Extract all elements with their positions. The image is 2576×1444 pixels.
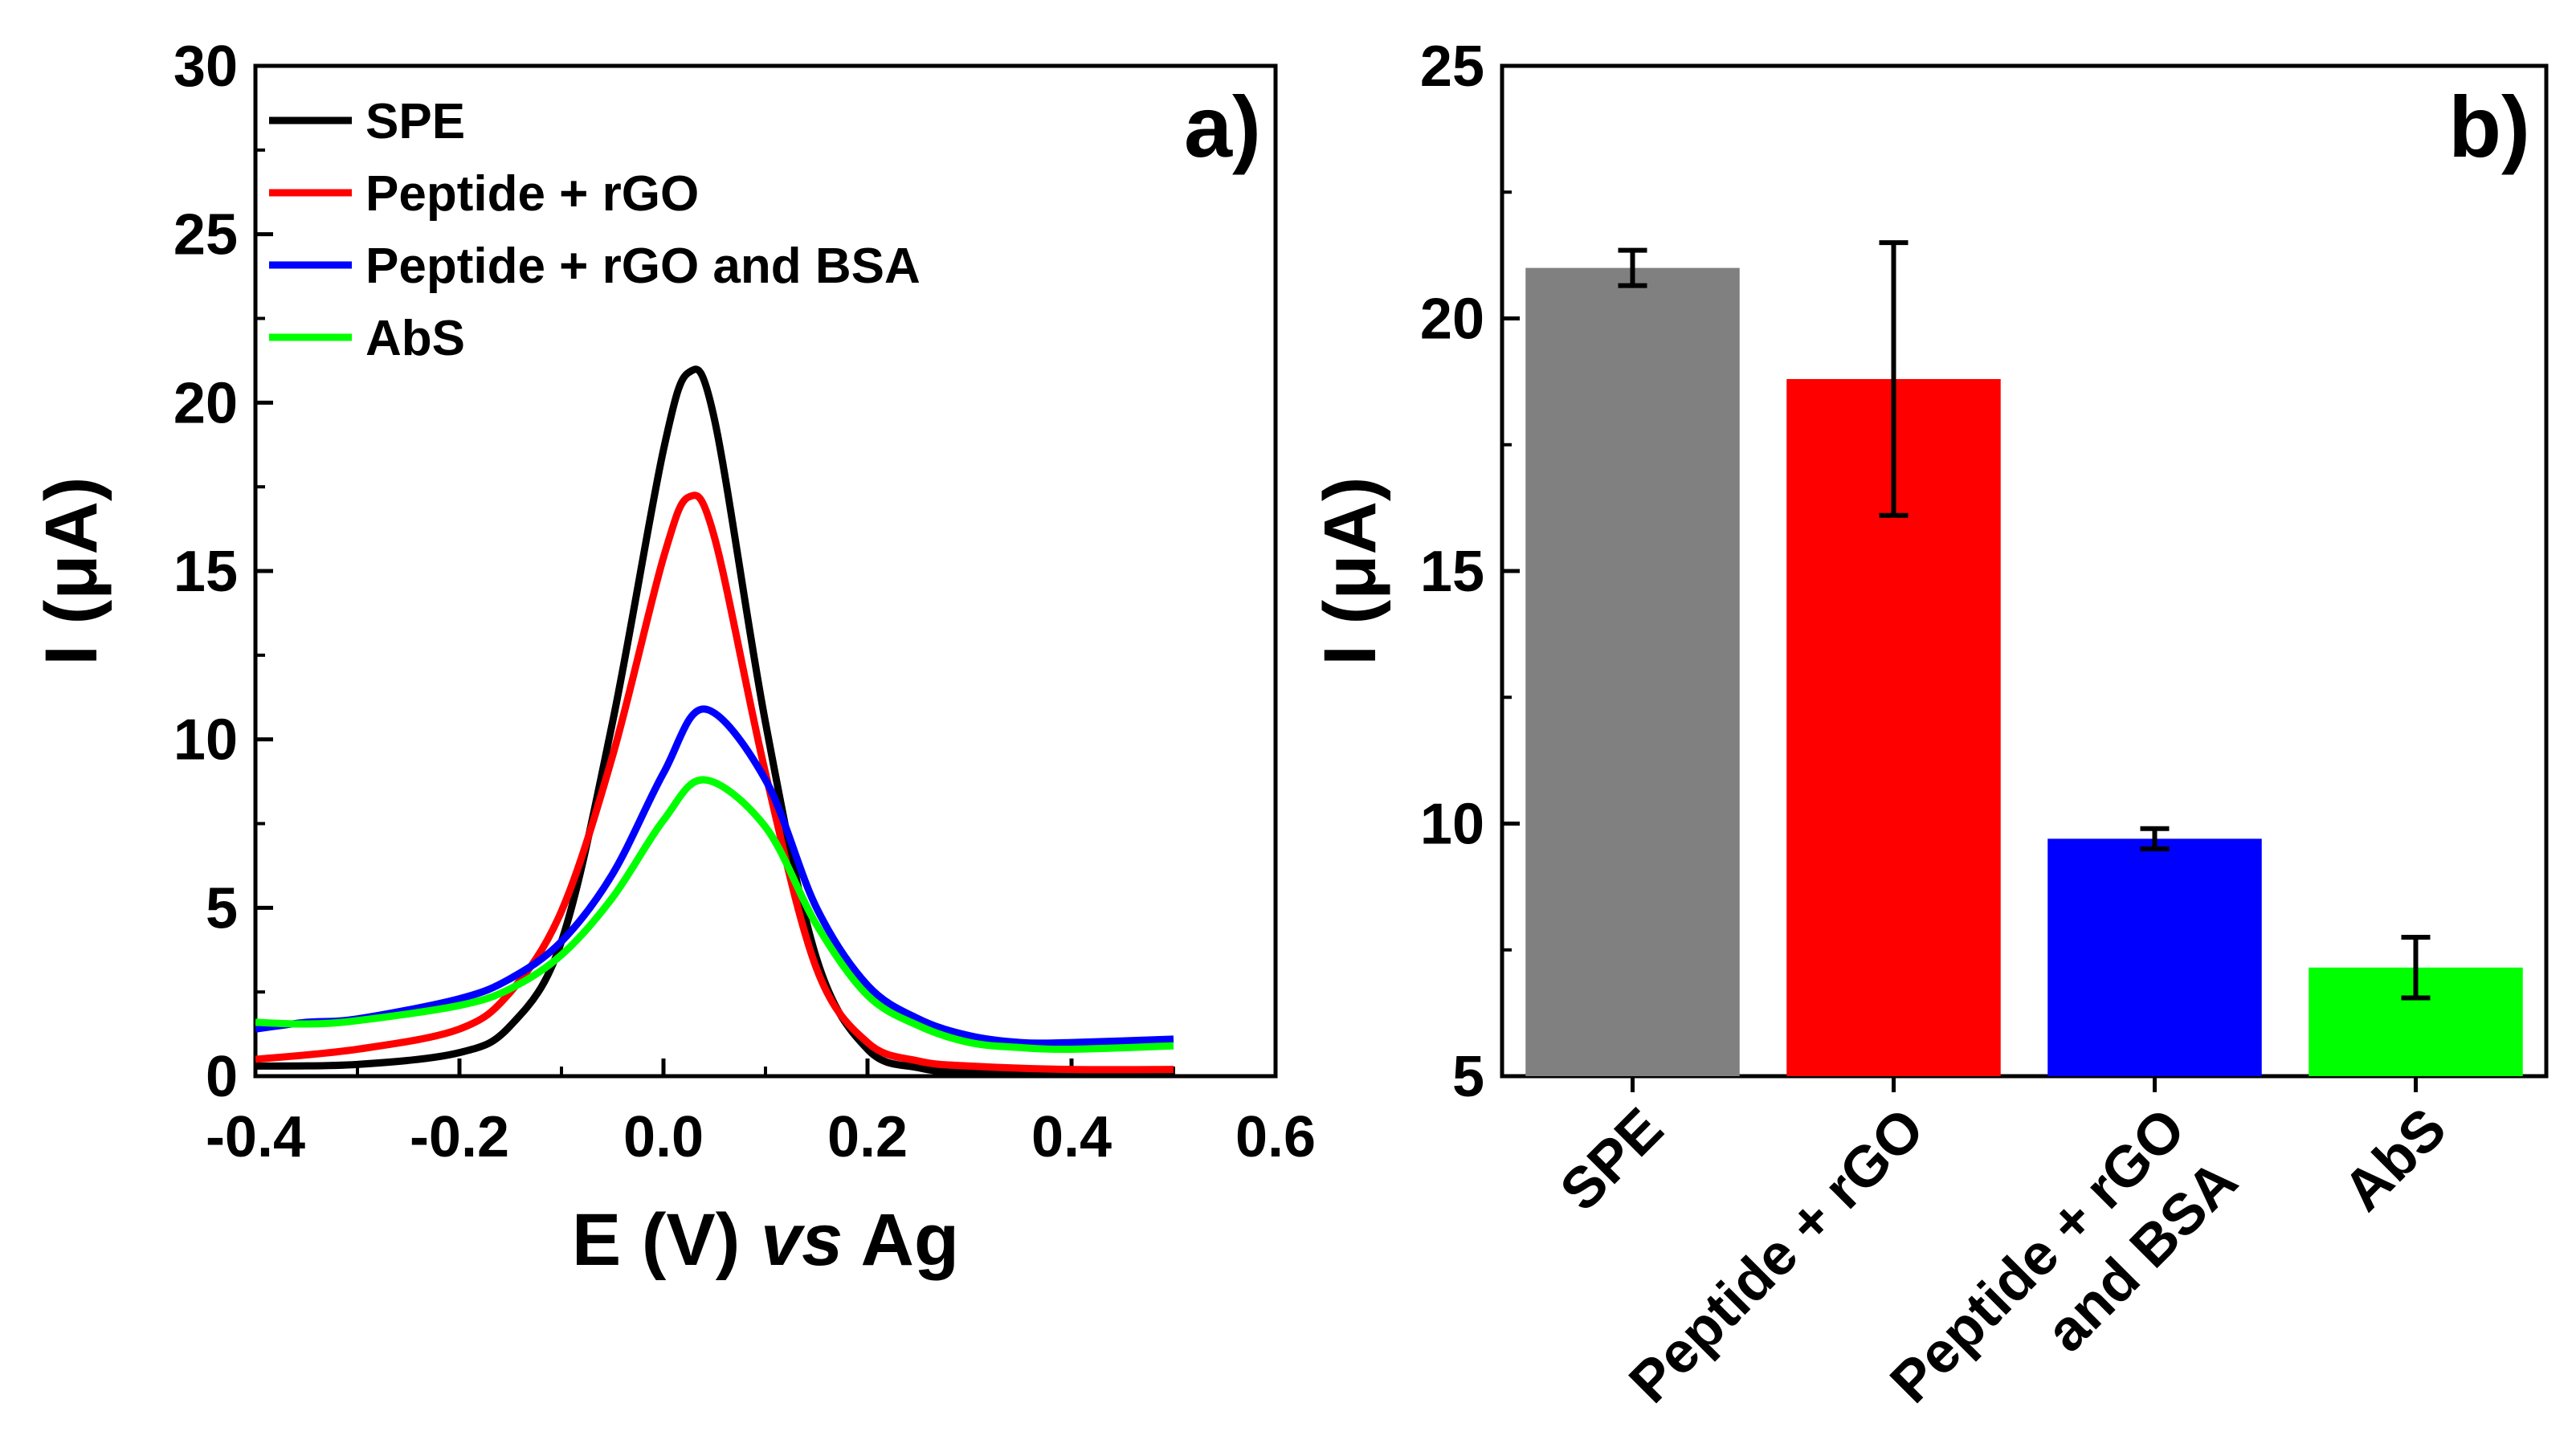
y-tick-label: 10 [174,708,238,773]
series-line-0 [255,365,1174,1076]
x-axis-label-tail: Ag [843,1199,959,1281]
legend-label: Peptide + rGO [365,166,699,222]
x-tick-label: 0.2 [827,1105,908,1169]
y-tick-label: 30 [174,35,238,99]
y-tick-label: 0 [206,1045,238,1109]
x-tick-label: 0.6 [1235,1105,1316,1169]
panel-a-line-chart: -0.4 -0.2 0.0 0.2 0.4 0.6 0 5 10 15 20 25 30 SPE Pepti… [31,35,1316,1281]
y-tick-label-b: 10 [1420,793,1484,857]
y-tick-label-b: 20 [1420,288,1484,352]
y-tick-label: 5 [206,876,238,940]
x-tick-label: -0.2 [410,1105,509,1169]
legend-label: AbS [365,311,465,366]
y-axis-label-b: I (μA) [1309,476,1391,665]
x-axis-label-italic: vs [761,1199,843,1281]
y-tick-label-b: 5 [1452,1045,1484,1109]
series-group [255,365,1174,1076]
series-line-2 [255,705,1174,1047]
bar-0 [1525,267,1740,1077]
x-axis-label: E (V) vs Ag [572,1199,959,1281]
x-axis-label-part: E (V) [572,1199,761,1281]
panel-label-b: b) [2448,78,2530,175]
y-tick-label: 25 [174,203,238,267]
y-tick-label: 20 [174,371,238,435]
legend-label: SPE [365,94,465,149]
y-tick-label-b: 25 [1420,35,1484,99]
x-tick-label: 0.4 [1031,1105,1112,1169]
panel-label-a: a) [1184,78,1261,175]
bar-2 [2047,838,2262,1076]
y-tick-label: 15 [174,540,238,604]
y-tick-label-b: 15 [1420,540,1484,604]
x-tick-label: -0.4 [206,1105,305,1169]
x-tick-label: 0.0 [623,1105,704,1169]
legend-label: Peptide + rGO and BSA [365,239,921,294]
series-line-1 [255,492,1174,1074]
y-axis-label-a: I (μA) [31,476,112,665]
series-line-3 [255,776,1174,1054]
